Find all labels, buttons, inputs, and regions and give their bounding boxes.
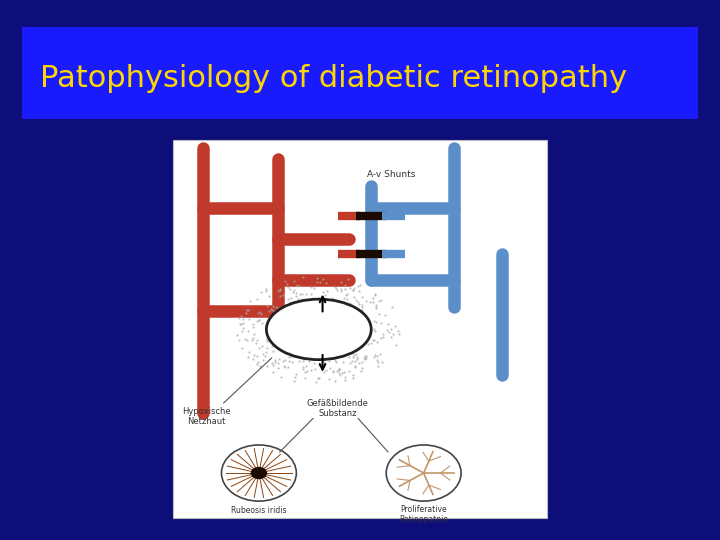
Text: Patophysiology of diabetic retinopathy: Patophysiology of diabetic retinopathy: [40, 64, 626, 93]
Circle shape: [222, 445, 297, 501]
Text: Rubeosis iridis: Rubeosis iridis: [231, 507, 287, 515]
Text: A-v Shunts: A-v Shunts: [367, 170, 416, 179]
Text: Hypoxische
Netzhaut: Hypoxische Netzhaut: [182, 407, 231, 426]
Bar: [173, 140, 547, 518]
Text: Gefäßbildende
Substanz: Gefäßbildende Substanz: [307, 399, 369, 418]
Circle shape: [386, 445, 461, 501]
Bar: [22, 27, 698, 119]
Circle shape: [251, 467, 267, 479]
Text: Proliferative
Retinopatnie: Proliferative Retinopatnie: [399, 505, 448, 524]
Ellipse shape: [266, 299, 372, 360]
